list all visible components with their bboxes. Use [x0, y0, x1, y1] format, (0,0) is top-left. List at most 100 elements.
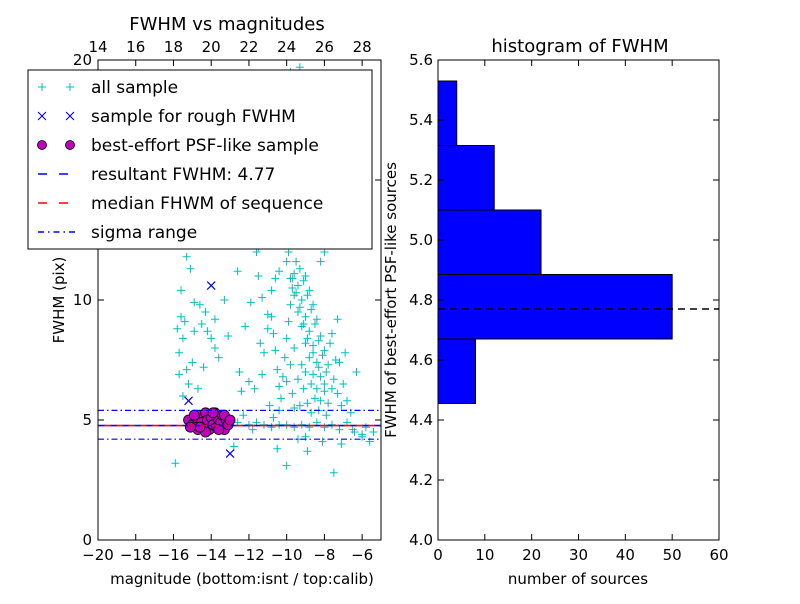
all-sample-point	[361, 423, 370, 432]
right-x-tick-label: 60	[709, 546, 728, 564]
left-y-tick-label: 5	[82, 411, 92, 429]
all-sample-point	[293, 308, 302, 316]
legend-entry-label: sample for rough FWHM	[91, 107, 296, 127]
all-sample-point	[305, 423, 314, 432]
legend-plus-marker	[38, 83, 46, 91]
all-sample-point	[333, 315, 342, 324]
right-x-tick-label: 10	[475, 546, 494, 564]
all-sample-point	[177, 312, 186, 321]
histogram-bar	[437, 145, 495, 211]
right-y-tick-label: 5.6	[409, 51, 433, 69]
all-sample-point	[337, 440, 346, 448]
all-sample-point	[290, 423, 299, 432]
all-sample-point	[182, 252, 191, 261]
histogram-bar	[437, 209, 542, 275]
all-sample-point	[305, 286, 314, 295]
legend-x-marker	[65, 111, 75, 121]
all-sample-point	[256, 339, 265, 348]
left-y-tick-label: 20	[73, 51, 92, 69]
all-sample-point	[309, 348, 318, 357]
all-sample-point	[320, 423, 329, 432]
legend-entries: all sample sample for rough FWHM best-effo…	[37, 78, 323, 243]
all-sample-point	[335, 425, 344, 434]
left-chart-title: FWHM vs magnitudes	[129, 14, 324, 35]
all-sample-point	[288, 389, 297, 398]
psf-like-sample-point	[194, 421, 206, 433]
left-x-tick-label: −16	[158, 546, 190, 564]
all-sample-point	[203, 327, 212, 336]
all-sample-point	[324, 399, 333, 408]
all-sample-point	[318, 437, 327, 446]
all-sample-point	[193, 384, 202, 393]
all-sample-point	[177, 286, 186, 295]
all-sample-point	[301, 368, 310, 376]
all-sample-point	[290, 404, 299, 412]
all-sample-point	[299, 384, 308, 393]
right-x-tick-label: 20	[522, 546, 541, 564]
all-sample-point	[250, 384, 259, 393]
left-y-axis-label: FWHM (pix)	[50, 257, 68, 344]
all-sample-point	[207, 334, 216, 343]
all-sample-point	[197, 320, 206, 328]
all-sample-point	[199, 363, 208, 372]
left-top-ticks: 14 16 18 20 22 24 26 28	[88, 38, 371, 56]
legend: all sample sample for rough FWHM best-effo…	[27, 69, 373, 250]
all-sample-point	[275, 267, 284, 276]
rough-fwhm-sample-point	[206, 281, 216, 291]
all-sample-point	[312, 358, 321, 367]
all-sample-point	[244, 377, 253, 386]
all-sample-point	[301, 312, 310, 321]
all-sample-point	[210, 344, 219, 352]
all-sample-point	[267, 286, 276, 295]
all-sample-point	[186, 264, 195, 273]
all-sample-point	[284, 317, 293, 326]
all-sample-point	[324, 360, 333, 369]
all-sample-point	[246, 298, 255, 307]
right-chart-title: histogram of FWHM	[491, 36, 668, 57]
all-sample-point	[178, 334, 187, 343]
right-y-tick-label: 4.8	[409, 291, 433, 309]
all-sample-point	[269, 413, 278, 422]
all-sample-point	[195, 300, 204, 309]
all-sample-point	[320, 387, 329, 396]
left-x-tick-label: −12	[233, 546, 265, 564]
all-sample-point	[175, 370, 184, 379]
legend-entry-label: best-effort PSF-like sample	[91, 136, 319, 156]
left-top-tick-label: 20	[202, 38, 221, 56]
left-y-tick-label: 0	[82, 531, 92, 549]
all-sample-point	[316, 396, 325, 405]
left-x-tick-label: −14	[195, 546, 227, 564]
fwhm-vs-magnitude-chart: FWHM vs magnitudes −20 −18 −16 −14 −12 −10 −8−…	[27, 14, 382, 588]
all-sample-point	[327, 384, 336, 393]
all-sample-point	[271, 274, 280, 283]
left-x-tick-label: −20	[82, 546, 114, 564]
all-sample-point	[301, 272, 310, 280]
right-y-ticks: 4.0 4.2 4.4 4.6 4.8 5.0 5.2 5.4 5.6	[409, 51, 719, 549]
all-sample-point	[295, 401, 304, 410]
all-sample-point	[224, 332, 233, 340]
all-sample-point	[286, 300, 295, 309]
all-sample-point	[309, 341, 318, 350]
histogram-bars	[437, 80, 673, 404]
legend-box	[27, 69, 373, 250]
all-sample-point	[341, 348, 350, 357]
right-y-tick-label: 4.0	[409, 531, 433, 549]
all-sample-point	[201, 308, 210, 316]
all-sample-point	[297, 296, 306, 304]
all-sample-point	[305, 353, 314, 362]
all-sample-point	[299, 320, 308, 328]
all-sample-point	[271, 346, 280, 355]
all-sample-point	[292, 288, 301, 297]
all-sample-point	[339, 380, 348, 388]
left-top-tick-label: 14	[88, 38, 107, 56]
right-y-tick-label: 4.6	[409, 351, 433, 369]
legend-entry-label: median FHWM of sequence	[91, 194, 323, 214]
psf-like-sample-point	[188, 409, 200, 421]
all-sample-point	[307, 408, 316, 417]
all-sample-point	[269, 329, 278, 338]
all-sample-point	[190, 327, 199, 336]
right-y-tick-label: 5.2	[409, 171, 433, 189]
right-x-tick-label: 50	[663, 546, 682, 564]
all-sample-point	[258, 370, 267, 379]
all-sample-point	[233, 267, 242, 276]
